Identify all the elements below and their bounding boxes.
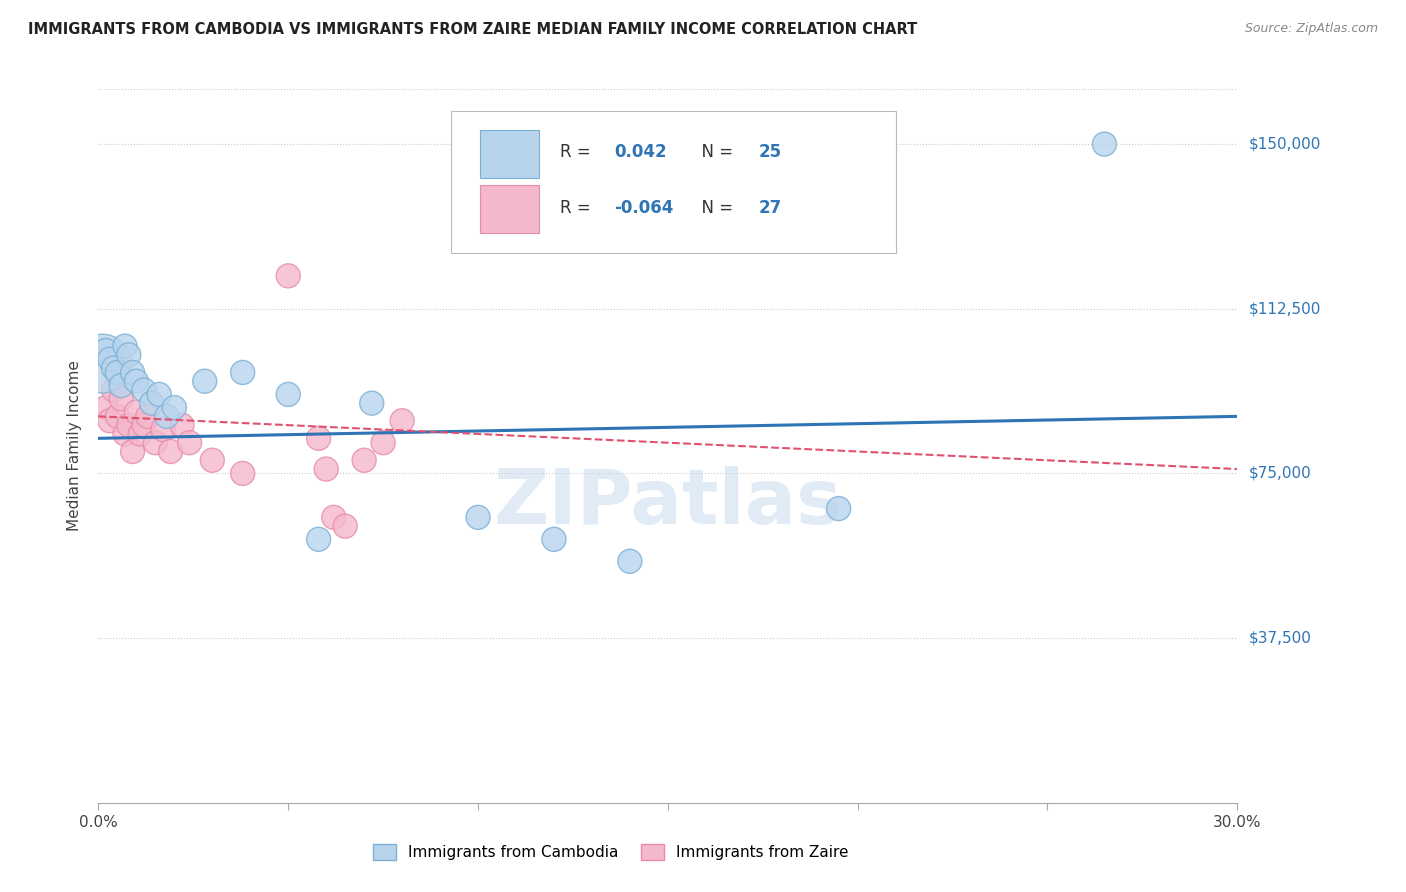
Point: [107, 409, 129, 424]
Point: [391, 414, 413, 428]
Point: [335, 519, 357, 533]
Point: [543, 533, 565, 547]
Text: N =: N =: [690, 143, 738, 161]
Point: [353, 453, 375, 467]
Point: [360, 396, 382, 410]
Point: [136, 409, 159, 424]
FancyBboxPatch shape: [451, 111, 896, 253]
Point: [103, 383, 125, 397]
Point: [110, 392, 132, 406]
Point: [1094, 137, 1116, 152]
Point: [118, 348, 141, 362]
FancyBboxPatch shape: [479, 130, 538, 178]
Text: ZIPatlas: ZIPatlas: [494, 467, 842, 540]
Point: [467, 510, 489, 524]
Point: [107, 366, 129, 380]
Point: [129, 426, 152, 441]
Point: [94, 343, 117, 358]
Text: R =: R =: [560, 200, 596, 218]
Point: [371, 435, 394, 450]
Y-axis label: Median Family Income: Median Family Income: [67, 360, 83, 532]
Point: [828, 501, 851, 516]
Point: [98, 414, 121, 428]
Point: [132, 418, 155, 433]
Point: [125, 374, 148, 388]
Point: [308, 431, 330, 445]
Point: [163, 401, 186, 415]
Text: 0.042: 0.042: [614, 143, 666, 161]
Point: [315, 462, 337, 476]
Point: [170, 418, 193, 433]
Text: 25: 25: [759, 143, 782, 161]
Text: $37,500: $37,500: [1249, 631, 1312, 646]
Point: [277, 387, 299, 401]
Text: $112,500: $112,500: [1249, 301, 1320, 317]
Text: $75,000: $75,000: [1249, 466, 1312, 481]
Point: [277, 268, 299, 283]
Text: R =: R =: [560, 143, 596, 161]
Point: [159, 444, 181, 458]
Point: [125, 405, 148, 419]
Point: [114, 339, 136, 353]
Point: [121, 444, 143, 458]
Point: [121, 366, 143, 380]
Point: [152, 423, 174, 437]
Point: [194, 374, 217, 388]
Point: [118, 418, 141, 433]
Point: [94, 401, 117, 415]
Point: [145, 435, 167, 450]
Text: 27: 27: [759, 200, 782, 218]
Point: [141, 396, 163, 410]
Point: [98, 352, 121, 367]
Text: IMMIGRANTS FROM CAMBODIA VS IMMIGRANTS FROM ZAIRE MEDIAN FAMILY INCOME CORRELATI: IMMIGRANTS FROM CAMBODIA VS IMMIGRANTS F…: [28, 22, 917, 37]
Point: [103, 361, 125, 376]
Text: N =: N =: [690, 200, 738, 218]
Point: [148, 387, 170, 401]
Legend: Immigrants from Cambodia, Immigrants from Zaire: Immigrants from Cambodia, Immigrants fro…: [367, 838, 855, 866]
Point: [110, 378, 132, 392]
Point: [619, 554, 641, 568]
Text: Source: ZipAtlas.com: Source: ZipAtlas.com: [1244, 22, 1378, 36]
Point: [201, 453, 224, 467]
Point: [322, 510, 344, 524]
Point: [114, 426, 136, 441]
Point: [179, 435, 201, 450]
FancyBboxPatch shape: [479, 185, 538, 234]
Point: [232, 366, 254, 380]
Point: [132, 383, 155, 397]
Point: [232, 467, 254, 481]
Point: [91, 357, 114, 371]
Point: [156, 409, 179, 424]
Text: $150,000: $150,000: [1249, 136, 1320, 152]
Text: -0.064: -0.064: [614, 200, 673, 218]
Point: [308, 533, 330, 547]
